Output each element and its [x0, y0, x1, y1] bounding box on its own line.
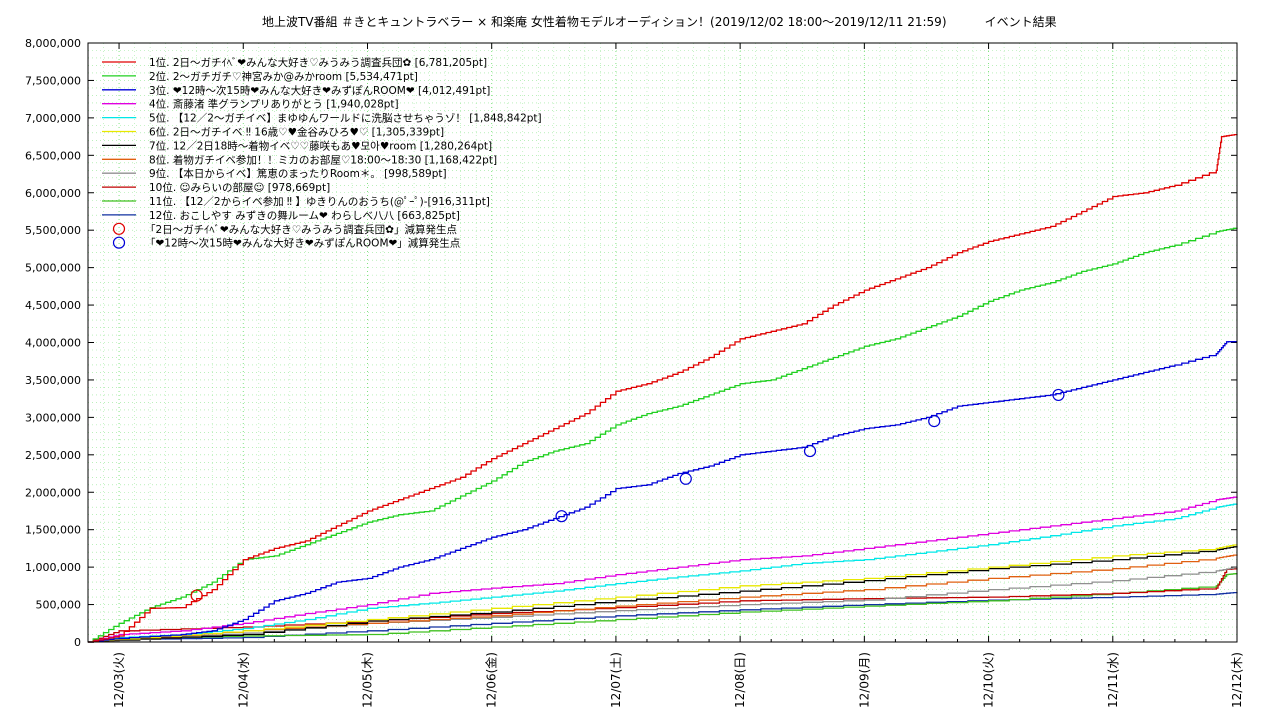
legend-label: 6位. 2日～ガチイベ ‼ 16歳♡♥金谷みひろ♥♡ [1,305,339pt] — [149, 126, 444, 139]
x-tick-label: 12/10(火) — [982, 652, 996, 708]
legend-label: 「❤12時～次15時❤みんな大好き❤みずぽんROOM❤」減算発生点 — [145, 237, 460, 250]
series-line — [88, 340, 1237, 643]
y-tick-label: 7,000,000 — [25, 112, 81, 125]
y-tick-label: 7,500,000 — [25, 74, 81, 87]
legend-label: 7位. 12／2日18時～着物イベ♡♡藤咲もあ♥모아♥room [1,280,2… — [149, 139, 492, 152]
x-tick-label: 12/07(土) — [609, 652, 623, 708]
legend-label: 11位. 【12／2からイベ参加 ‼ 】ゆきりんのおうち(@ﾟｰﾟ)-[916,… — [149, 195, 490, 208]
series-line — [88, 591, 1238, 643]
deduction-marker — [679, 472, 692, 485]
deduction-marker — [190, 589, 203, 602]
legend-label: 4位. 斎藤渚 準グランプリありがとう [1,940,028pt] — [149, 98, 399, 111]
y-tick-label: 500,000 — [36, 599, 82, 612]
y-tick-label: 6,500,000 — [25, 149, 81, 162]
y-tick-label: 3,500,000 — [25, 374, 81, 387]
chart-title-text: 地上波TV番組 ＃きとキュントラベラー × 和楽庵 女性着物モデルオーディション… — [262, 15, 1057, 29]
y-tick-label: 5,000,000 — [25, 262, 81, 275]
legend-label: 3位. ❤12時～次15時❤みんな大好き❤みずぽんROOM❤ [4,012,49… — [149, 84, 490, 97]
deduction-marker — [803, 444, 817, 458]
legend-label: 5位. 【12／2～ガチイベ】まゆゆんワールドに洗脳させちゃうゾ！ [1,848… — [149, 112, 542, 125]
series-line — [88, 496, 1238, 643]
legend-label: 2位. 2～ガチガチ♡神宮みか@みかroom [5,534,471pt] — [149, 70, 418, 83]
legend-label: 1位. 2日～ガチｲﾍﾞ❤みんな大好き♡みうみう調査兵団✿ [6,781,205… — [149, 56, 487, 69]
y-tick-label: 3,000,000 — [25, 411, 81, 424]
legend-label: 9位. 【本日からイベ】篤恵のまったりRoom＊。 [998,589pt] — [149, 167, 447, 180]
x-tick-label: 12/11(水) — [1106, 652, 1120, 708]
x-tick-label: 12/09(月) — [857, 652, 871, 708]
legend-marker — [112, 236, 126, 249]
y-tick-label: 1,000,000 — [25, 561, 81, 574]
plot-frame — [87, 42, 1238, 643]
x-tick-label: 12/03(火) — [112, 652, 126, 708]
series-line — [88, 227, 1238, 643]
y-tick-label: 6,000,000 — [25, 187, 81, 200]
legend-label: 8位. 着物ガチイベ参加！！ミカのお部屋♡18:00～18:30 [1,168,… — [149, 153, 497, 166]
x-tick-label: 12/05(木) — [360, 652, 374, 708]
plot-area — [88, 43, 1237, 642]
series-line — [88, 133, 1238, 643]
legend-label: 「2日～ガチｲﾍﾞ❤みんな大好き♡みうみう調査兵団✿」減算発生点 — [145, 223, 457, 236]
deduction-marker — [928, 415, 941, 428]
series-line — [88, 503, 1238, 643]
y-tick-label: 8,000,000 — [25, 37, 81, 50]
x-tick-label: 12/06(金) — [484, 652, 499, 708]
legend-marker — [112, 222, 126, 235]
series-line — [88, 546, 1238, 643]
y-tick-label: 4,500,000 — [25, 299, 81, 312]
y-tick-label: 2,000,000 — [25, 486, 81, 499]
legend-label: 10位. ☺みらいの部屋☺ [978,669pt] — [149, 181, 330, 194]
y-tick-label: 2,500,000 — [25, 449, 81, 462]
deduction-marker — [555, 510, 568, 523]
deduction-marker — [1052, 388, 1065, 402]
y-tick-label: 0 — [74, 636, 81, 649]
y-tick-label: 5,500,000 — [25, 224, 81, 237]
y-tick-label: 4,000,000 — [25, 337, 81, 350]
series-line — [88, 568, 1238, 643]
x-tick-label: 12/12(木) — [1230, 652, 1244, 708]
legend-label: 12位. おこしやす みずきの舞ルーム❤ わらしべ八八 [663,825pt] — [149, 209, 460, 222]
x-tick-label: 12/08(日) — [733, 652, 747, 708]
y-tick-label: 1,500,000 — [25, 524, 81, 537]
x-tick-label: 12/04(水) — [236, 652, 250, 708]
